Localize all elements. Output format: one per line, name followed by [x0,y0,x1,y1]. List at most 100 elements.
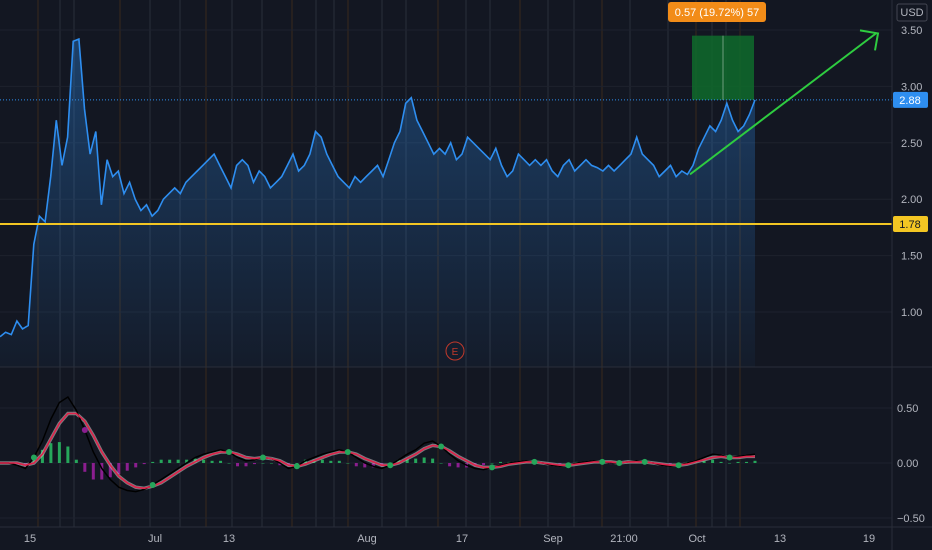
cross-dot [226,449,233,455]
x-tick-label: 21:00 [610,533,638,545]
cross-dot [149,482,156,488]
histogram-bar [371,463,375,468]
measure-box[interactable] [692,35,754,100]
histogram-bar [74,459,78,463]
measure-label[interactable]: 0.57 (19.72%) 57 [668,2,766,22]
histogram-bar [753,460,757,463]
last-price-tag-label: 2.88 [899,95,920,107]
x-tick-label: 13 [223,533,235,545]
histogram-bar [431,458,435,463]
histogram-bar [252,463,256,465]
cross-dot [81,427,88,433]
y-tick-label: 2.50 [901,138,922,150]
support-tag-label: 1.78 [899,219,920,231]
cross-dot [726,454,733,461]
trend-arrow-head [859,29,880,51]
histogram-bar [227,463,231,464]
earnings-marker-label: E [452,347,459,358]
histogram-bar [236,463,240,467]
x-tick-label: 17 [456,533,468,545]
measure-label-text: 0.57 (19.72%) 57 [675,7,759,19]
histogram-bar [728,463,732,464]
earnings-marker-circle[interactable] [445,341,465,361]
histogram-bar [719,461,723,463]
currency-label-box [896,3,928,22]
y-tick-label: 1.00 [901,307,922,319]
price-area-fill [0,39,755,367]
y-tick-label: 3.00 [901,81,922,93]
histogram-bar [176,459,180,463]
y-tick-label: 3.50 [901,25,922,37]
histogram-bar [278,463,282,466]
histogram-bar [490,463,494,464]
histogram-bar [702,460,706,463]
histogram-bar [244,463,248,467]
macd-panel [0,395,757,493]
histogram-bar [320,459,324,463]
x-tick-label: Sep [543,533,563,545]
histogram-bar [159,459,163,463]
histogram-bar [125,463,129,471]
x-tick-label: Oct [688,533,705,545]
price-area [0,39,755,367]
trend-arrow[interactable] [689,29,880,176]
histogram-bar [83,463,87,472]
histogram-bar [499,461,503,463]
histogram-bar [57,442,61,463]
histogram-bar [117,463,121,474]
cross-dot [565,462,572,469]
x-tick-label: 15 [24,533,36,545]
histogram-bar [66,446,70,463]
histogram-bar [219,460,223,463]
cross-dot [675,462,682,469]
x-tick-label: 13 [774,533,786,545]
histogram-bar [482,463,486,466]
histogram-bar [329,460,333,463]
signal-line[interactable] [0,412,755,490]
y-tick-label: 1.50 [901,251,922,263]
histogram-bar [108,463,112,478]
price-axis[interactable]: 1.00 1.50 2.00 2.50 3.00 3.50 0.50 0.00 −0.50 [897,25,925,525]
histogram-bar [346,463,350,464]
histogram-bar [210,460,214,463]
histogram-bar [711,459,715,463]
y-tick-label: 0.00 [897,458,918,470]
cross-dot [30,454,37,461]
histogram-bar [142,463,146,465]
histogram-bar [185,459,189,463]
histogram-bar [405,458,409,463]
price-series[interactable] [0,37,756,338]
y-tick-label: −0.50 [897,513,925,525]
histogram-bar [261,463,265,464]
histogram-bar [414,458,418,463]
x-tick-label: 19 [863,533,875,545]
histogram-bar [269,463,273,464]
trend-arrow-line[interactable] [689,32,877,176]
x-tick-label: Aug [357,533,377,545]
histogram-bar [456,463,460,468]
cross-dot [641,458,648,465]
cross-dot [293,463,300,470]
earnings-marker[interactable]: E [445,341,465,361]
last-price-tag [893,91,928,108]
support-tag [893,216,928,233]
axis-tags: 1.78 2.88 [893,91,928,233]
price-line[interactable] [0,37,756,338]
histogram-bar [363,463,367,468]
histogram-bar [448,463,452,467]
histogram-bar [736,461,740,463]
cross-dot [387,462,394,469]
histogram-bar [168,459,172,463]
measure-tool[interactable] [0,35,892,101]
histogram-bar [134,463,138,468]
currency-label[interactable]: USD [896,3,928,22]
histogram-bar [745,461,749,463]
measure-label-box [668,2,766,22]
histogram-bar [151,461,155,463]
y-tick-label: 2.00 [901,194,922,206]
y-tick-label: 0.50 [897,403,918,415]
time-axis[interactable]: 15 Jul 13 Aug 17 Sep 21:00 Oct 13 19 [0,526,932,545]
histogram-bar [422,457,426,463]
cross-dot [599,458,606,465]
